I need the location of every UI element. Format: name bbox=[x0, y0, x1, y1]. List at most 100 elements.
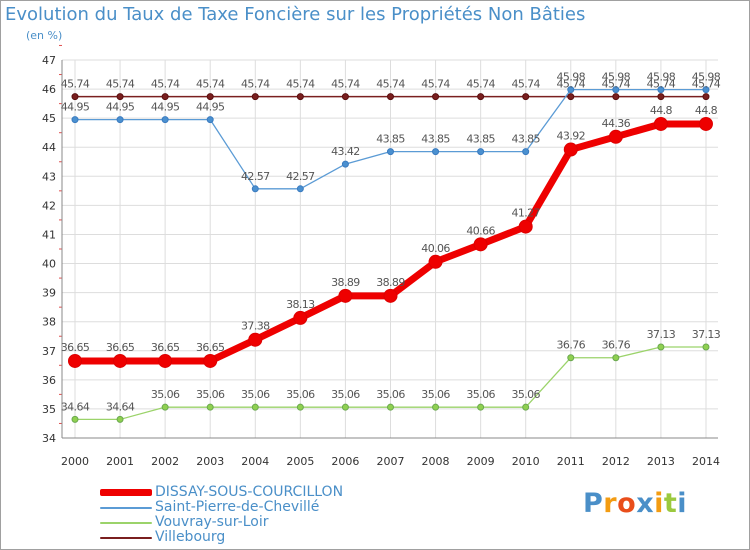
data-point bbox=[612, 354, 620, 362]
data-point bbox=[116, 116, 124, 124]
data-point bbox=[522, 148, 530, 156]
data-label: 45.74 bbox=[421, 78, 450, 91]
data-label: 43.85 bbox=[421, 133, 450, 146]
data-label: 45.74 bbox=[331, 78, 360, 91]
data-label: 36.65 bbox=[151, 341, 180, 354]
data-label: 44.8 bbox=[695, 104, 718, 117]
data-point bbox=[116, 93, 124, 101]
data-point bbox=[612, 86, 620, 94]
data-label: 45.98 bbox=[557, 71, 586, 84]
data-label: 43.85 bbox=[376, 133, 405, 146]
legend-item: Vouvray-sur-Loir bbox=[100, 515, 343, 530]
data-point bbox=[567, 93, 575, 101]
data-label: 42.57 bbox=[241, 170, 270, 183]
data-label: 45.74 bbox=[106, 78, 135, 91]
data-label: 35.06 bbox=[376, 388, 405, 401]
data-point bbox=[518, 219, 533, 234]
series-dissay-sous-courcillon bbox=[68, 116, 713, 368]
data-point bbox=[612, 93, 620, 101]
data-label: 45.74 bbox=[692, 78, 721, 91]
data-point bbox=[432, 93, 440, 101]
data-label: 36.76 bbox=[557, 339, 586, 352]
y-tick-label: 39 bbox=[42, 287, 56, 300]
x-tick-label: 2013 bbox=[647, 455, 675, 468]
logo-letter: r bbox=[603, 488, 618, 519]
x-tick-label: 2012 bbox=[602, 455, 630, 468]
legend-item: Saint-Pierre-de-Chevillé bbox=[100, 500, 343, 515]
data-point bbox=[251, 403, 259, 411]
data-label: 45.74 bbox=[557, 78, 586, 91]
series-group bbox=[68, 86, 713, 423]
data-label: 43.85 bbox=[466, 133, 495, 146]
data-point bbox=[68, 353, 82, 368]
data-point bbox=[386, 148, 394, 156]
logo-letter: t bbox=[663, 488, 678, 519]
series-vouvray-sur-loir bbox=[71, 343, 710, 423]
data-label: 35.06 bbox=[286, 388, 315, 401]
data-point bbox=[206, 116, 214, 124]
data-label: 44.95 bbox=[196, 101, 225, 114]
data-point bbox=[113, 353, 128, 368]
data-point bbox=[567, 86, 575, 94]
data-label: 35.06 bbox=[331, 388, 360, 401]
data-point bbox=[386, 93, 394, 101]
data-label: 45.98 bbox=[602, 71, 631, 84]
data-point bbox=[296, 185, 304, 193]
y-tick-label: 46 bbox=[42, 83, 56, 96]
data-point bbox=[296, 93, 304, 101]
chart-title: Evolution du Taux de Taxe Foncière sur l… bbox=[5, 4, 586, 25]
data-point bbox=[341, 160, 349, 168]
data-point bbox=[657, 86, 665, 94]
data-label: 44.95 bbox=[106, 101, 135, 114]
y-tick-label: 38 bbox=[42, 316, 56, 329]
data-point bbox=[296, 403, 304, 411]
data-label: 34.64 bbox=[106, 400, 135, 413]
legend-swatch bbox=[100, 489, 152, 496]
data-point bbox=[341, 403, 349, 411]
data-point bbox=[206, 403, 214, 411]
y-tick-label: 43 bbox=[42, 170, 56, 183]
data-point bbox=[341, 93, 349, 101]
y-tick-label: 40 bbox=[42, 258, 56, 271]
y-tick-label: 42 bbox=[42, 199, 56, 212]
legend: DISSAY-SOUS-COURCILLON Saint-Pierre-de-Ch… bbox=[100, 485, 343, 545]
x-tick-label: 2004 bbox=[241, 455, 269, 468]
data-point bbox=[428, 254, 443, 269]
data-point bbox=[657, 93, 665, 101]
data-label: 45.74 bbox=[511, 78, 540, 91]
data-label: 45.74 bbox=[602, 78, 631, 91]
x-tick-label: 2010 bbox=[512, 455, 540, 468]
data-label: 44.8 bbox=[650, 104, 673, 117]
data-point bbox=[608, 129, 623, 144]
data-label: 35.06 bbox=[241, 388, 270, 401]
data-label: 37.38 bbox=[241, 320, 270, 333]
data-label: 45.74 bbox=[647, 78, 676, 91]
data-point bbox=[161, 403, 169, 411]
legend-label: DISSAY-SOUS-COURCILLON bbox=[155, 484, 344, 500]
data-label: 38.89 bbox=[331, 276, 360, 289]
data-point bbox=[206, 93, 214, 101]
logo-letter: x bbox=[636, 488, 655, 519]
data-label: 42.57 bbox=[286, 170, 315, 183]
y-tick-label: 47 bbox=[42, 54, 56, 67]
x-tick-label: 2005 bbox=[286, 455, 314, 468]
chart-subtitle: (en %) bbox=[26, 29, 63, 42]
data-label: 44.36 bbox=[602, 117, 631, 130]
legend-label: Vouvray-sur-Loir bbox=[155, 514, 269, 530]
data-label: 44.95 bbox=[151, 101, 180, 114]
data-point bbox=[477, 93, 485, 101]
data-point bbox=[563, 142, 578, 157]
data-label: 34.64 bbox=[61, 400, 90, 413]
data-point bbox=[71, 93, 79, 101]
legend-item: DISSAY-SOUS-COURCILLON bbox=[100, 485, 343, 500]
legend-item: Villebourg bbox=[100, 530, 343, 545]
data-label: 36.65 bbox=[106, 341, 135, 354]
data-label: 35.06 bbox=[151, 388, 180, 401]
data-label: 45.98 bbox=[647, 71, 676, 84]
data-label: 45.74 bbox=[61, 78, 90, 91]
data-point bbox=[432, 403, 440, 411]
x-tick-label: 2001 bbox=[106, 455, 134, 468]
data-point bbox=[473, 237, 488, 252]
data-point bbox=[251, 93, 259, 101]
data-point bbox=[567, 354, 575, 362]
